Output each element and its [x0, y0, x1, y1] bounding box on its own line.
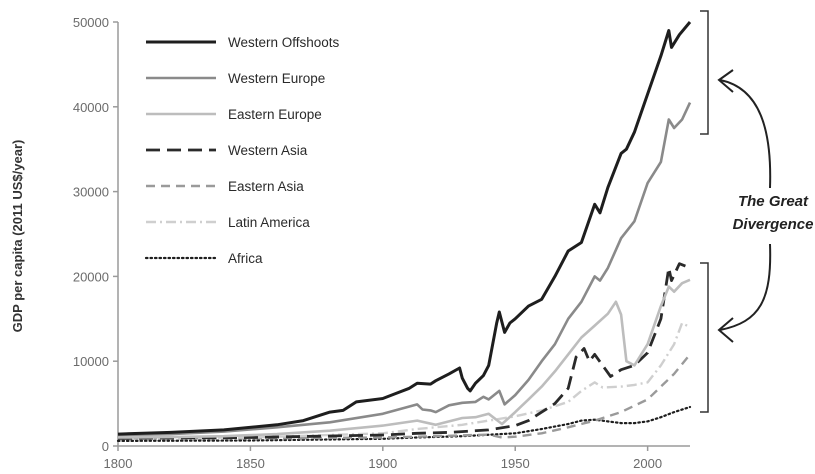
- x-tick-label: 1850: [236, 456, 265, 471]
- legend-label: Eastern Europe: [228, 107, 322, 122]
- y-axis-label: GDP per capita (2011 US$/year): [10, 140, 25, 333]
- y-tick-label: 40000: [73, 100, 109, 115]
- upper-arrow-head: [717, 69, 734, 93]
- x-axis-ticks: 1800 1850 1900 1950 2000: [104, 446, 662, 471]
- upper-bracket: [700, 10, 709, 135]
- annotation-line-1: The Great: [738, 193, 809, 210]
- series-layer: [116, 21, 692, 442]
- legend: Western Offshoots Western Europe Eastern E…: [144, 35, 340, 266]
- legend-label: Western Europe: [228, 71, 325, 86]
- lower-arrow-curve: [719, 243, 772, 331]
- series-line-eastern-europe: [117, 278, 691, 439]
- y-axis-ticks: 0 10000 20000 30000 40000 50000: [73, 15, 118, 454]
- legend-label: Eastern Asia: [228, 179, 304, 194]
- series-line-latin-america: [117, 321, 691, 440]
- y-tick-label: 50000: [73, 15, 109, 30]
- legend-label: Western Offshoots: [228, 35, 340, 50]
- y-tick-label: 10000: [73, 354, 109, 369]
- lower-bracket: [700, 262, 709, 413]
- legend-label: Western Asia: [228, 143, 308, 158]
- series-line-eastern-asia: [118, 353, 691, 440]
- upper-arrow-curve: [719, 79, 772, 189]
- series-line-western-offshoots: [117, 21, 692, 436]
- legend-label: Africa: [228, 251, 263, 266]
- series-line-western-europe: [117, 102, 692, 437]
- great-divergence-annotation: The Great Divergence: [700, 10, 814, 413]
- series-line-western-asia: [117, 262, 691, 440]
- axes: [117, 22, 690, 447]
- y-tick-label: 0: [102, 439, 109, 454]
- x-tick-label: 2000: [633, 456, 662, 471]
- x-tick-label: 1950: [501, 456, 530, 471]
- x-tick-label: 1800: [104, 456, 133, 471]
- lower-arrow-head: [717, 317, 734, 343]
- y-tick-label: 30000: [73, 185, 109, 200]
- legend-label: Latin America: [228, 215, 310, 230]
- y-tick-label: 20000: [73, 269, 109, 284]
- x-tick-label: 1900: [368, 456, 397, 471]
- annotation-line-2: Divergence: [733, 216, 814, 233]
